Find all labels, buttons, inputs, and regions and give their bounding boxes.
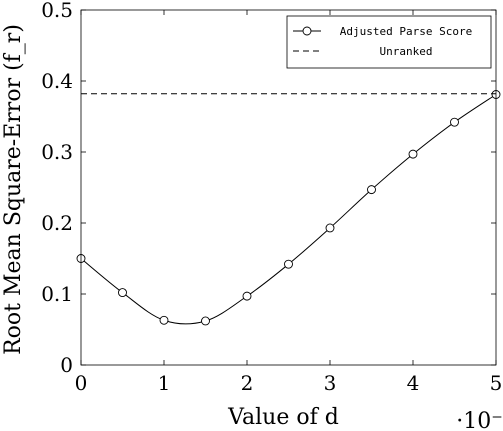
plot-frame: [80, 9, 497, 366]
legend-label: Adjusted Parse Score: [340, 25, 472, 38]
y-tick-label: 0.3: [41, 140, 73, 164]
y-tick-label: 0.4: [41, 69, 73, 93]
data-point-marker: [367, 185, 376, 195]
y-tick-label: 0: [60, 353, 73, 377]
data-point-marker: [118, 288, 127, 298]
x-tick-label: 3: [324, 371, 337, 395]
data-point-marker: [242, 291, 252, 301]
plot-area: [76, 90, 501, 326]
x-tick-label: 0: [75, 371, 88, 395]
legend-box: [286, 15, 492, 69]
x-scale-note: ·10⁻²: [456, 409, 503, 431]
legend: Adjusted Parse Score Unranked: [286, 15, 492, 69]
data-point-marker: [450, 117, 459, 127]
x-tick-label: 2: [241, 371, 254, 395]
data-point-marker: [201, 316, 210, 326]
x-tick-label: 4: [407, 371, 420, 395]
x-tick-label: 5: [490, 371, 503, 395]
y-axis-title: Root Mean Square-Error (f_r): [1, 24, 26, 355]
x-tick-label: 1: [158, 371, 171, 395]
legend-label: Unranked: [380, 45, 433, 58]
y-tick-label: 0.1: [41, 282, 73, 306]
y-tick-label: 0.5: [41, 0, 73, 22]
x-axis-title: Value of d: [227, 405, 339, 430]
series-line-adjusted-parse-score: [80, 94, 497, 325]
legend-swatch-marker: [302, 26, 312, 36]
data-point-marker: [159, 315, 169, 325]
data-point-marker: [325, 223, 335, 233]
y-tick-label: 0.2: [41, 211, 73, 235]
data-point-marker: [408, 149, 418, 159]
data-point-marker: [284, 259, 293, 269]
